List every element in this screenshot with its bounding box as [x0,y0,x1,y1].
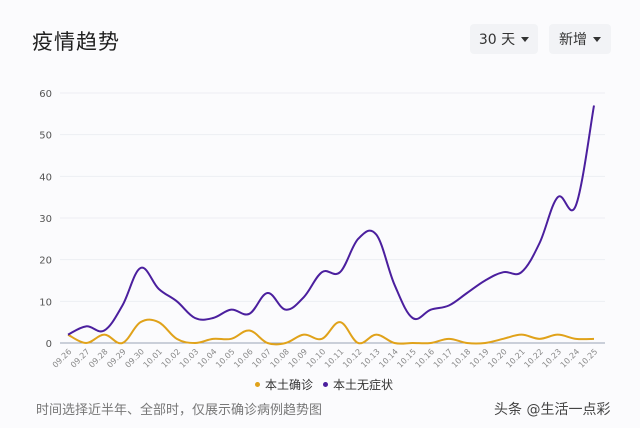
svg-text:09.26: 09.26 [51,347,74,370]
range-select[interactable]: 30 天 [470,24,538,54]
svg-text:10.23: 10.23 [541,347,564,370]
svg-text:10.24: 10.24 [559,347,582,370]
svg-text:10.11: 10.11 [323,347,346,370]
svg-text:10.02: 10.02 [160,347,183,370]
caret-down-icon [521,36,530,42]
grid-lines [60,92,605,344]
svg-text:10.10: 10.10 [305,347,328,370]
footnote: 时间选择近半年、全部时，仅展示确诊病例趋势图 [36,403,323,418]
svg-text:09.30: 09.30 [123,347,146,370]
svg-text:09.28: 09.28 [87,347,110,370]
range-select-label: 30 天 [478,32,516,48]
x-axis-ticks: 09.2609.2709.2809.2909.3010.0110.0210.03… [51,347,600,370]
svg-text:10.20: 10.20 [486,347,509,370]
watermark: 头条 @生活一点彩 [494,402,611,418]
series-lines [67,105,595,346]
svg-text:10.25: 10.25 [577,347,600,370]
svg-text:0: 0 [46,339,52,350]
page-title: 疫情趋势 [32,30,120,54]
svg-text:10.14: 10.14 [377,347,400,370]
svg-text:09.29: 09.29 [105,347,128,370]
svg-text:10.19: 10.19 [468,347,491,370]
svg-text:10.15: 10.15 [395,347,418,370]
legend-item-asymptomatic[interactable]: 本土无症状 [323,376,393,393]
type-select-label: 新增 [559,32,587,48]
svg-text:10.09: 10.09 [287,347,310,370]
legend-label: 本土无症状 [333,378,394,392]
svg-text:10.06: 10.06 [232,347,255,370]
svg-text:10: 10 [39,297,52,308]
svg-text:10.08: 10.08 [269,347,292,370]
legend-label: 本土确诊 [265,378,314,392]
caret-down-icon [593,36,601,42]
svg-text:60: 60 [39,89,52,100]
svg-text:20: 20 [39,256,52,267]
svg-text:10.01: 10.01 [142,347,165,370]
svg-text:10.04: 10.04 [196,347,219,370]
legend-item-confirmed[interactable]: 本土确诊 [255,376,313,393]
svg-text:10.22: 10.22 [522,347,545,370]
svg-text:10.21: 10.21 [504,347,527,370]
legend-dot-icon [255,382,260,387]
legend-dot-icon [323,382,329,387]
series-line [67,105,595,336]
svg-text:10.05: 10.05 [214,347,237,370]
svg-text:09.27: 09.27 [69,347,92,370]
svg-text:10.07: 10.07 [250,347,273,370]
svg-text:30: 30 [39,214,52,225]
svg-text:10.12: 10.12 [341,347,364,370]
y-axis-ticks: 0 10 20 30 40 50 60 [39,89,52,350]
svg-text:10.18: 10.18 [450,347,473,370]
svg-text:10.13: 10.13 [359,347,382,370]
type-select[interactable]: 新增 [549,24,611,54]
svg-text:10.17: 10.17 [432,347,455,370]
svg-text:50: 50 [39,131,52,142]
svg-text:10.16: 10.16 [414,347,437,370]
svg-text:40: 40 [39,172,52,183]
series-line [67,318,595,346]
svg-text:10.03: 10.03 [178,347,201,370]
chart-legend: 本土确诊 本土无症状 [255,376,393,393]
